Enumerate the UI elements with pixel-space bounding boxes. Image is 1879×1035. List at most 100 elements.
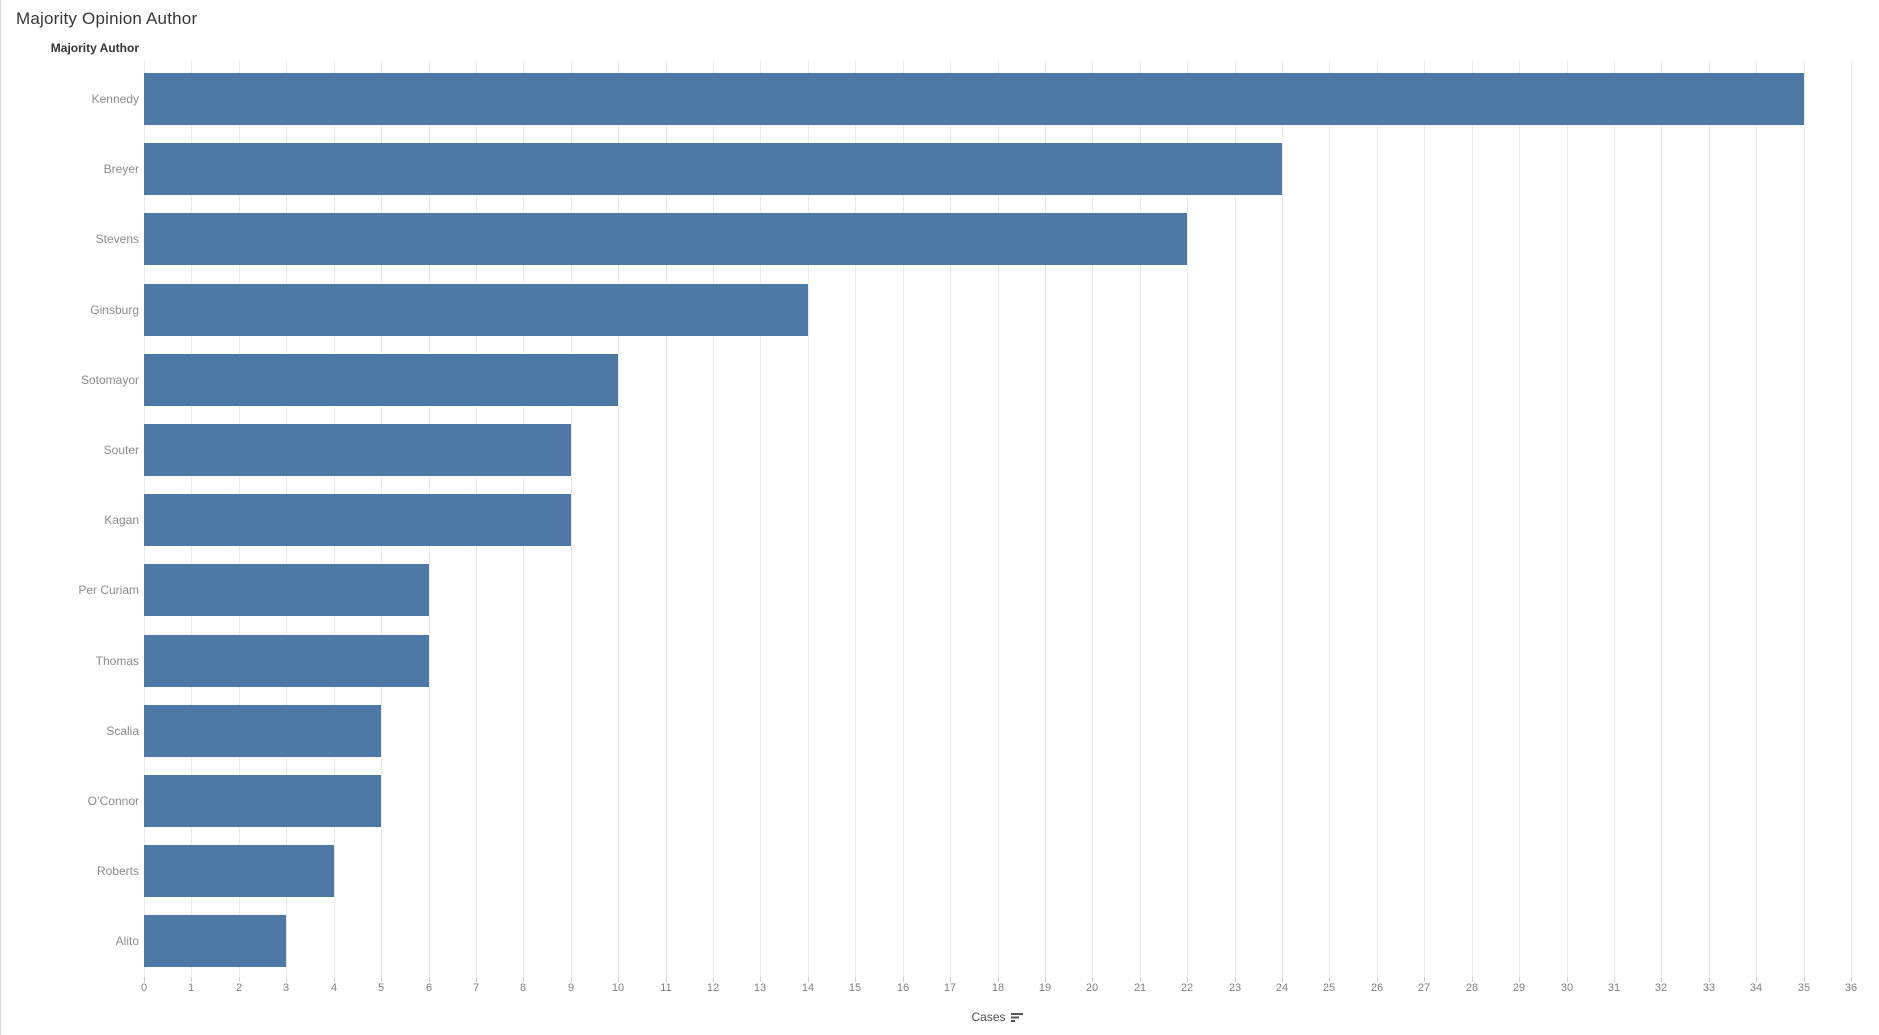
gridline bbox=[1804, 60, 1805, 977]
x-axis-tick-label: 10 bbox=[611, 982, 625, 994]
row-label-stevens[interactable]: Stevens bbox=[95, 232, 139, 247]
bar-kennedy[interactable] bbox=[144, 73, 1804, 125]
bar-sotomayor[interactable] bbox=[144, 353, 619, 406]
gridline bbox=[1424, 60, 1425, 977]
x-axis-tick-label: 15 bbox=[848, 982, 862, 994]
axis-tick-mark bbox=[713, 977, 714, 982]
x-axis-title-group: Cases bbox=[144, 1010, 1851, 1024]
x-axis-tick-label: 3 bbox=[282, 982, 290, 994]
row-label-kennedy[interactable]: Kennedy bbox=[91, 92, 139, 106]
x-axis-tick-label: 31 bbox=[1607, 982, 1621, 994]
axis-tick-mark bbox=[1424, 977, 1425, 982]
gridline bbox=[666, 60, 667, 977]
axis-tick-mark bbox=[144, 977, 145, 982]
axis-tick-mark bbox=[1519, 977, 1520, 982]
bar-stevens[interactable] bbox=[144, 213, 1188, 266]
bar-souter[interactable] bbox=[144, 424, 571, 476]
gridline bbox=[713, 60, 714, 977]
row-label-thomas[interactable]: Thomas bbox=[95, 653, 139, 668]
x-axis-tick-label: 4 bbox=[330, 982, 338, 994]
row-label-souter[interactable]: Souter bbox=[103, 443, 139, 457]
x-axis-tick-label: 18 bbox=[991, 982, 1005, 994]
gridline bbox=[1187, 60, 1188, 977]
row-label-o-connor[interactable]: O’Connor bbox=[87, 794, 139, 808]
bar-breyer[interactable] bbox=[144, 143, 1282, 196]
gridline bbox=[1519, 60, 1520, 977]
axis-tick-mark bbox=[476, 977, 477, 982]
axis-tick-mark bbox=[1329, 977, 1330, 982]
row-label-per-curiam[interactable]: Per Curiam bbox=[78, 583, 139, 598]
bar-roberts[interactable] bbox=[144, 845, 334, 898]
axis-tick-mark bbox=[666, 977, 667, 982]
bar-thomas[interactable] bbox=[144, 634, 429, 687]
x-axis-tick-label: 36 bbox=[1844, 982, 1858, 994]
x-axis-tick-label: 17 bbox=[943, 982, 957, 994]
sort-descending-icon[interactable] bbox=[1010, 1012, 1024, 1023]
axis-tick-mark bbox=[1851, 977, 1852, 982]
row-label-roberts[interactable]: Roberts bbox=[96, 864, 139, 879]
x-axis-tick-label: 28 bbox=[1465, 982, 1479, 994]
x-axis-tick-label: 14 bbox=[801, 982, 815, 994]
x-axis-tick-label: 13 bbox=[753, 982, 767, 994]
x-axis-title: Cases bbox=[971, 1010, 1006, 1024]
axis-tick-mark bbox=[1235, 977, 1236, 982]
bar-ginsburg[interactable] bbox=[144, 283, 808, 336]
x-axis-tick-label: 35 bbox=[1797, 982, 1811, 994]
bar-o-connor[interactable] bbox=[144, 775, 382, 827]
gridline bbox=[571, 60, 572, 977]
row-field-header[interactable]: Majority Author bbox=[50, 41, 139, 55]
bar-scalia[interactable] bbox=[144, 704, 382, 757]
axis-tick-mark bbox=[1709, 977, 1710, 982]
row-label-alito[interactable]: Alito bbox=[115, 934, 139, 949]
axis-tick-mark bbox=[1282, 977, 1283, 982]
axis-tick-mark bbox=[950, 977, 951, 982]
x-axis-tick-label: 24 bbox=[1275, 982, 1289, 994]
axis-tick-mark bbox=[1804, 977, 1805, 982]
axis-tick-mark bbox=[191, 977, 192, 982]
axis-tick-mark bbox=[381, 977, 382, 982]
gridline bbox=[1756, 60, 1757, 977]
axis-tick-mark bbox=[1187, 977, 1188, 982]
axis-tick-mark bbox=[808, 977, 809, 982]
gridline bbox=[1377, 60, 1378, 977]
row-label-scalia[interactable]: Scalia bbox=[106, 723, 139, 738]
x-axis-tick-label: 8 bbox=[519, 982, 527, 994]
gridline bbox=[855, 60, 856, 977]
row-label-kagan[interactable]: Kagan bbox=[104, 513, 139, 528]
bar-per-curiam[interactable] bbox=[144, 564, 429, 617]
row-label-breyer[interactable]: Breyer bbox=[103, 162, 139, 177]
axis-tick-mark bbox=[998, 977, 999, 982]
x-axis-tick-label: 25 bbox=[1322, 982, 1336, 994]
axis-tick-mark bbox=[903, 977, 904, 982]
x-axis-tick-label: 33 bbox=[1702, 982, 1716, 994]
axis-tick-mark bbox=[429, 977, 430, 982]
axis-tick-mark bbox=[523, 977, 524, 982]
bar-kagan[interactable] bbox=[144, 494, 571, 547]
axis-tick-mark bbox=[571, 977, 572, 982]
x-axis-tick-label: 22 bbox=[1180, 982, 1194, 994]
gridline bbox=[1614, 60, 1615, 977]
x-axis-tick-label: 2 bbox=[235, 982, 243, 994]
x-axis-tick-label: 12 bbox=[706, 982, 720, 994]
axis-tick-mark bbox=[1756, 977, 1757, 982]
axis-tick-mark bbox=[1377, 977, 1378, 982]
gridline bbox=[1045, 60, 1046, 977]
axis-tick-mark bbox=[618, 977, 619, 982]
gridline bbox=[950, 60, 951, 977]
x-axis-tick-label: 34 bbox=[1749, 982, 1763, 994]
axis-tick-mark bbox=[855, 977, 856, 982]
x-axis-tick-label: 0 bbox=[140, 982, 148, 994]
gridline bbox=[760, 60, 761, 977]
row-label-ginsburg[interactable]: Ginsburg bbox=[90, 302, 139, 317]
axis-tick-mark bbox=[1614, 977, 1615, 982]
gridline bbox=[998, 60, 999, 977]
bar-alito[interactable] bbox=[144, 915, 287, 968]
x-axis-tick-label: 26 bbox=[1370, 982, 1384, 994]
row-label-sotomayor[interactable]: Sotomayor bbox=[80, 372, 139, 387]
gridline bbox=[1092, 60, 1093, 977]
x-axis-tick-label: 30 bbox=[1560, 982, 1574, 994]
x-axis-tick-label: 5 bbox=[377, 982, 385, 994]
x-axis-tick-label: 6 bbox=[425, 982, 433, 994]
x-axis-tick-label: 11 bbox=[660, 982, 672, 994]
